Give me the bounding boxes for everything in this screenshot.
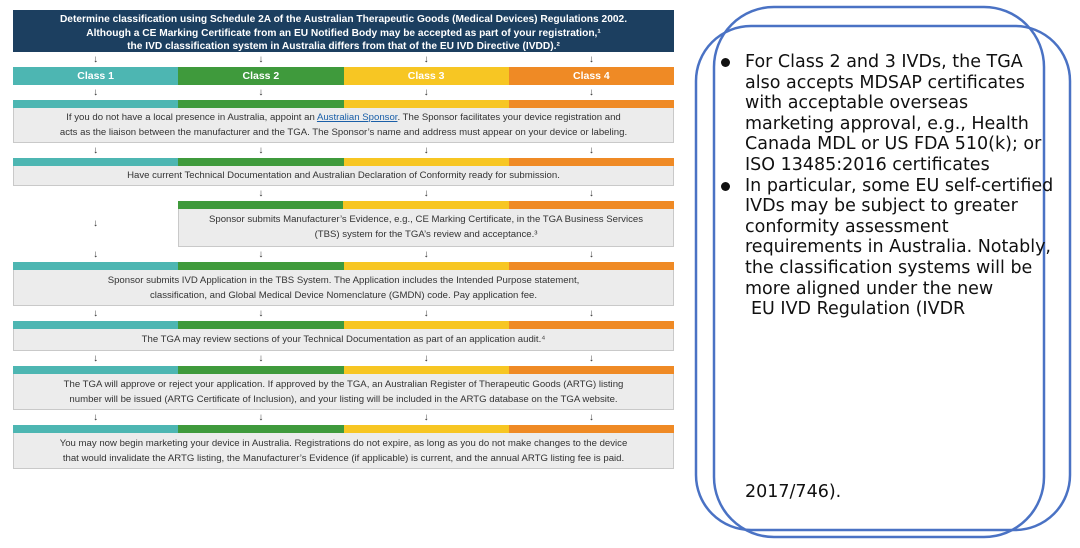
sponsor-text-pre: If you do not have a local presence in A… xyxy=(66,112,317,123)
down-arrow-icon: ↓ xyxy=(423,249,429,260)
note-eu-tail-1: EU IVD Regulation (IVDR xyxy=(751,299,966,320)
bullet-icon xyxy=(721,181,730,191)
header-line-2: Although a CE Marking Certificate from a… xyxy=(86,27,601,39)
arrow-row: ↓ ↓ ↓ ↓ xyxy=(13,410,674,425)
note-mdsap-text: For Class 2 and 3 IVDs, the TGA also acc… xyxy=(745,52,1042,175)
down-arrow-icon: ↓ xyxy=(258,308,264,319)
step-application-audit: The TGA may review sections of your Tech… xyxy=(13,329,674,351)
header-line-3: the IVD classification system in Austral… xyxy=(127,41,560,53)
down-arrow-icon: ↓ xyxy=(588,249,594,260)
evidence-line-1: Sponsor submits Manufacturer’s Evidence,… xyxy=(208,214,644,225)
arrow-row: ↓ ↓ ↓ ↓ xyxy=(13,52,674,67)
down-arrow-icon: ↓ xyxy=(93,87,99,98)
approve-line-1: The TGA will approve or reject your appl… xyxy=(63,379,624,390)
classification-header: Determine classification using Schedule … xyxy=(13,10,674,52)
down-arrow-icon: ↓ xyxy=(588,145,594,156)
bullet-icon xyxy=(721,58,730,67)
market-line-2: that would invalidate the ARTG listing, … xyxy=(62,453,625,464)
application-line-2: classification, and Global Medical Devic… xyxy=(149,290,538,301)
step-manufacturer-evidence: Sponsor submits Manufacturer’s Evidence,… xyxy=(178,209,674,247)
arrow-row: ↓ ↓ ↓ ↓ xyxy=(13,85,674,100)
down-arrow-icon: ↓ xyxy=(423,308,429,319)
step-tga-approval: The TGA will approve or reject your appl… xyxy=(13,374,674,410)
class-2-label: Class 2 xyxy=(178,67,344,85)
down-arrow-icon: ↓ xyxy=(258,87,264,98)
down-arrow-icon: ↓ xyxy=(588,412,594,423)
down-arrow-icon: ↓ xyxy=(423,188,429,199)
market-line-1: You may now begin marketing your device … xyxy=(59,438,628,449)
australian-sponsor-link[interactable]: Australian Sponsor xyxy=(316,112,398,123)
notes-list: For Class 2 and 3 IVDs, the TGA also acc… xyxy=(717,52,1057,320)
flowchart: Determine classification using Schedule … xyxy=(13,10,674,469)
down-arrow-icon: ↓ xyxy=(588,188,594,199)
evidence-row: ↓ Sponsor submits Manufacturer’s Evidenc… xyxy=(13,201,674,247)
down-arrow-icon: ↓ xyxy=(258,249,264,260)
down-arrow-icon: ↓ xyxy=(93,353,99,364)
arrow-row: ↓ ↓ ↓ ↓ xyxy=(13,351,674,366)
approve-line-2: number will be issued (ARTG Certificate … xyxy=(69,394,618,405)
sponsor-text-line-2: acts as the liaison between the manufact… xyxy=(59,127,628,138)
color-strip xyxy=(13,158,674,166)
header-line-1: Determine classification using Schedule … xyxy=(59,14,628,25)
note-mdsap: For Class 2 and 3 IVDs, the TGA also acc… xyxy=(717,52,1057,176)
down-arrow-icon: ↓ xyxy=(93,249,99,260)
step-technical-docs: Have current Technical Documentation and… xyxy=(13,166,674,186)
step-ivd-application: Sponsor submits IVD Application in the T… xyxy=(13,270,674,306)
notes-panel: For Class 2 and 3 IVDs, the TGA also acc… xyxy=(692,4,1075,542)
down-arrow-icon: ↓ xyxy=(93,412,99,423)
note-eu-self-certified: In particular, some EU self-certified IV… xyxy=(717,176,1057,320)
class-bar: Class 1 Class 2 Class 3 Class 4 xyxy=(13,67,674,85)
sponsor-text-post: . The Sponsor facilitates your device re… xyxy=(397,112,621,123)
down-arrow-icon: ↓ xyxy=(588,353,594,364)
color-strip xyxy=(178,201,674,209)
down-arrow-icon: ↓ xyxy=(258,412,264,423)
arrow-row: ↓ ↓ ↓ ↓ xyxy=(13,143,674,158)
down-arrow-icon: ↓ xyxy=(258,353,264,364)
down-arrow-icon: ↓ xyxy=(258,188,264,199)
down-arrow-icon: ↓ xyxy=(258,145,264,156)
note-eu-tail-2: 2017/746). xyxy=(745,482,842,502)
down-arrow-icon: ↓ xyxy=(258,54,264,65)
arrow-row: ↓ ↓ ↓ ↓ xyxy=(13,306,674,321)
arrow-row: ↓ ↓ ↓ ↓ xyxy=(13,247,674,262)
step-appoint-sponsor: If you do not have a local presence in A… xyxy=(13,108,674,143)
color-strip xyxy=(13,100,674,108)
down-arrow-icon: ↓ xyxy=(93,308,99,319)
class-3-label: Class 3 xyxy=(343,67,509,85)
color-strip xyxy=(13,262,674,270)
down-arrow-icon: ↓ xyxy=(423,353,429,364)
down-arrow-icon: ↓ xyxy=(93,218,98,229)
color-strip xyxy=(13,425,674,433)
down-arrow-icon: ↓ xyxy=(93,145,99,156)
note-eu-text: In particular, some EU self-certified IV… xyxy=(745,175,1054,299)
class-1-label: Class 1 xyxy=(13,67,179,85)
down-arrow-icon: ↓ xyxy=(423,412,429,423)
down-arrow-icon: ↓ xyxy=(588,308,594,319)
rounded-frame xyxy=(694,5,1072,539)
step-begin-marketing: You may now begin marketing your device … xyxy=(13,433,674,469)
down-arrow-icon: ↓ xyxy=(588,87,594,98)
color-strip xyxy=(13,321,674,329)
down-arrow-icon: ↓ xyxy=(588,54,594,65)
down-arrow-icon: ↓ xyxy=(423,145,429,156)
evidence-line-2: (TBS) system for the TGA’s review and ac… xyxy=(314,229,538,240)
arrow-row: ↓ ↓ ↓ xyxy=(13,186,674,201)
color-strip xyxy=(13,366,674,374)
class-4-label: Class 4 xyxy=(508,67,674,85)
down-arrow-icon: ↓ xyxy=(93,54,99,65)
down-arrow-icon: ↓ xyxy=(423,54,429,65)
down-arrow-icon: ↓ xyxy=(423,87,429,98)
application-line-1: Sponsor submits IVD Application in the T… xyxy=(107,275,580,286)
